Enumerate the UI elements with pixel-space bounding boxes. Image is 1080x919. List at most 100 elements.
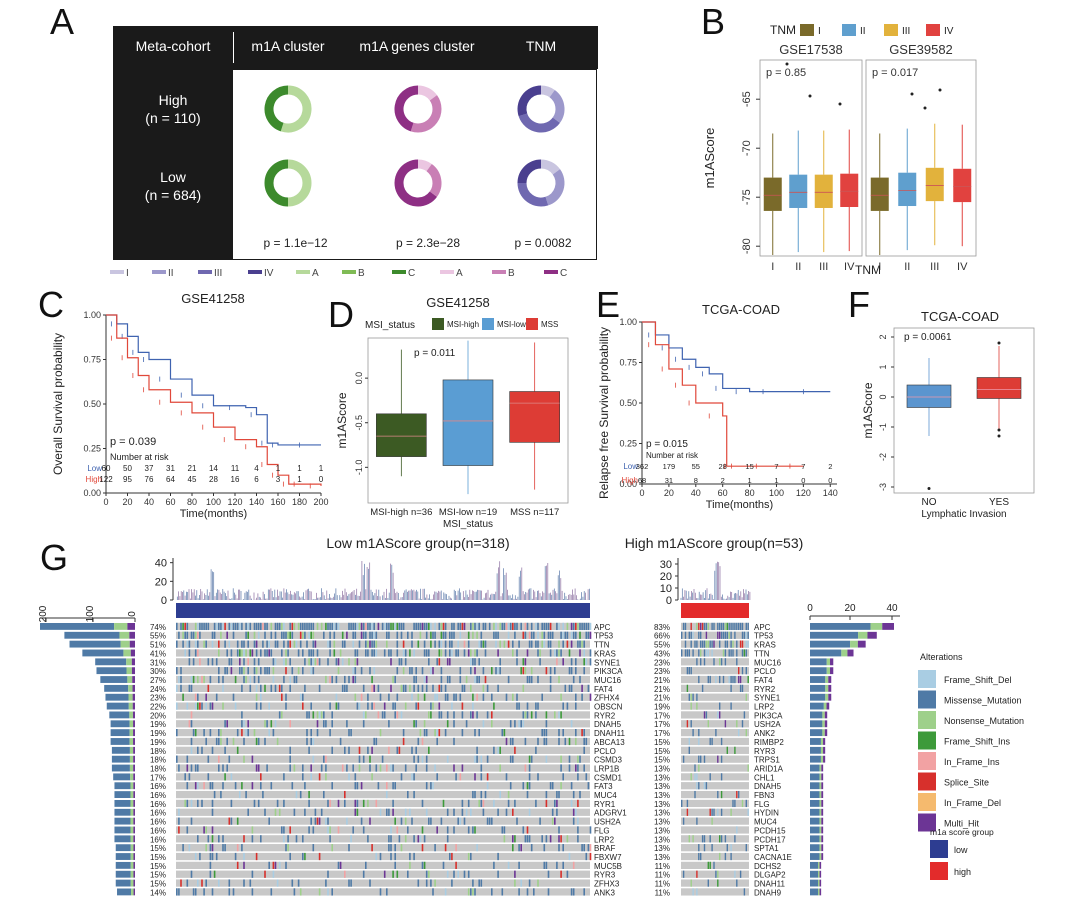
mutation-cell — [197, 640, 199, 648]
x-tick-label: III — [930, 261, 939, 273]
risk-value: 4 — [254, 464, 259, 473]
mutation-cell — [186, 631, 189, 639]
mutation-cell — [541, 640, 543, 648]
count-bar — [95, 658, 127, 666]
donut-slice — [394, 85, 419, 132]
mutation-cell — [243, 879, 245, 887]
mutation-cell — [505, 773, 508, 781]
risk-value: 7 — [774, 462, 778, 471]
mutation-cell — [182, 693, 184, 701]
high-gene-pct: 11% — [655, 888, 670, 897]
mutation-cell — [404, 764, 407, 772]
mutation-cell — [316, 817, 319, 825]
mutation-cell — [297, 879, 300, 887]
mutation-cell — [726, 844, 728, 852]
mutation-cell — [551, 808, 554, 816]
mutation-cell — [318, 711, 321, 719]
risk-value: 3 — [276, 475, 281, 484]
mutation-cell — [570, 658, 573, 666]
mutation-cell — [394, 817, 396, 825]
mutation-cell — [690, 879, 692, 887]
mutation-cell — [306, 622, 308, 631]
mutation-cell — [482, 622, 485, 631]
mutation-cell — [558, 622, 560, 631]
mutation-cell — [194, 729, 197, 737]
mutation-cell — [199, 658, 201, 666]
mutation-cell — [197, 702, 199, 710]
mutation-cell — [528, 808, 531, 816]
mutation-cell — [251, 870, 254, 878]
mutation-cell — [558, 649, 560, 657]
mutation-cell — [514, 835, 516, 843]
mutation-cell — [585, 737, 588, 746]
mutation-cell — [335, 693, 338, 701]
mutation-cell — [549, 649, 552, 657]
mutation-cell — [218, 729, 220, 737]
mutation-cell — [428, 649, 430, 657]
mutation-cell — [434, 844, 436, 852]
mutation-cell — [707, 720, 709, 728]
mutation-cell — [467, 799, 470, 808]
mutation-cell — [459, 773, 462, 781]
count-bar — [133, 738, 135, 745]
low-gene-pct: 16% — [150, 800, 166, 809]
count-bar — [810, 791, 820, 798]
count-bar — [828, 676, 832, 683]
high-gene-name: PCDH15 — [754, 826, 786, 835]
mutation-cell — [411, 773, 413, 781]
mutation-cell — [295, 790, 298, 799]
mutation-cell — [719, 702, 721, 710]
mutation-cell — [234, 622, 237, 631]
mutation-cell — [577, 773, 579, 781]
mutation-cell — [243, 658, 245, 666]
mutation-cell — [438, 711, 441, 719]
mutation-cell — [197, 746, 199, 754]
mutation-cell — [717, 870, 719, 878]
mutation-cell — [281, 711, 283, 719]
mutation-cell — [224, 844, 226, 852]
mutation-cell — [444, 649, 447, 657]
matrix-row — [176, 658, 590, 666]
mutation-cell — [371, 702, 373, 710]
mutation-cell — [365, 622, 367, 631]
y-tick-label: 0.00 — [619, 479, 637, 489]
mutation-cell — [400, 684, 403, 692]
mutation-cell — [425, 879, 428, 887]
mutation-cell — [367, 835, 369, 843]
mutation-cell — [719, 711, 721, 719]
mutation-cell — [549, 640, 552, 648]
mutation-cell — [241, 729, 243, 737]
mutation-cell — [308, 746, 310, 754]
mutation-cell — [417, 755, 420, 763]
mutation-cell — [400, 658, 403, 666]
mutation-cell — [709, 675, 711, 684]
mutation-cell — [530, 675, 533, 684]
risk-row-name: High — [622, 476, 638, 485]
mutation-cell — [530, 711, 533, 719]
matrix-row — [176, 879, 590, 887]
low-gene-pct: 41% — [150, 649, 166, 658]
mutation-cell — [745, 631, 747, 639]
mutation-cell — [365, 631, 367, 639]
count-bar — [810, 888, 819, 896]
mutation-cell — [367, 649, 369, 657]
matrix-row — [681, 826, 749, 834]
mutation-cell — [734, 799, 736, 808]
low-gene-pct: 16% — [150, 826, 166, 835]
mutation-cell — [562, 702, 564, 710]
count-bar — [133, 746, 135, 754]
alterations-legend-title: Alterations — [920, 652, 963, 662]
mutation-cell — [323, 790, 325, 799]
matrix-row — [681, 622, 749, 631]
risk-value: 31 — [166, 464, 175, 473]
y-tick-label: 0 — [878, 394, 888, 399]
mutation-cell — [268, 640, 270, 648]
count-bar — [130, 870, 134, 878]
mutation-cell — [530, 844, 533, 852]
mutation-cell — [730, 631, 732, 639]
outlier — [997, 428, 1001, 432]
mutation-cell — [331, 622, 333, 631]
mutation-cell — [711, 737, 713, 746]
count-bar — [824, 720, 828, 728]
